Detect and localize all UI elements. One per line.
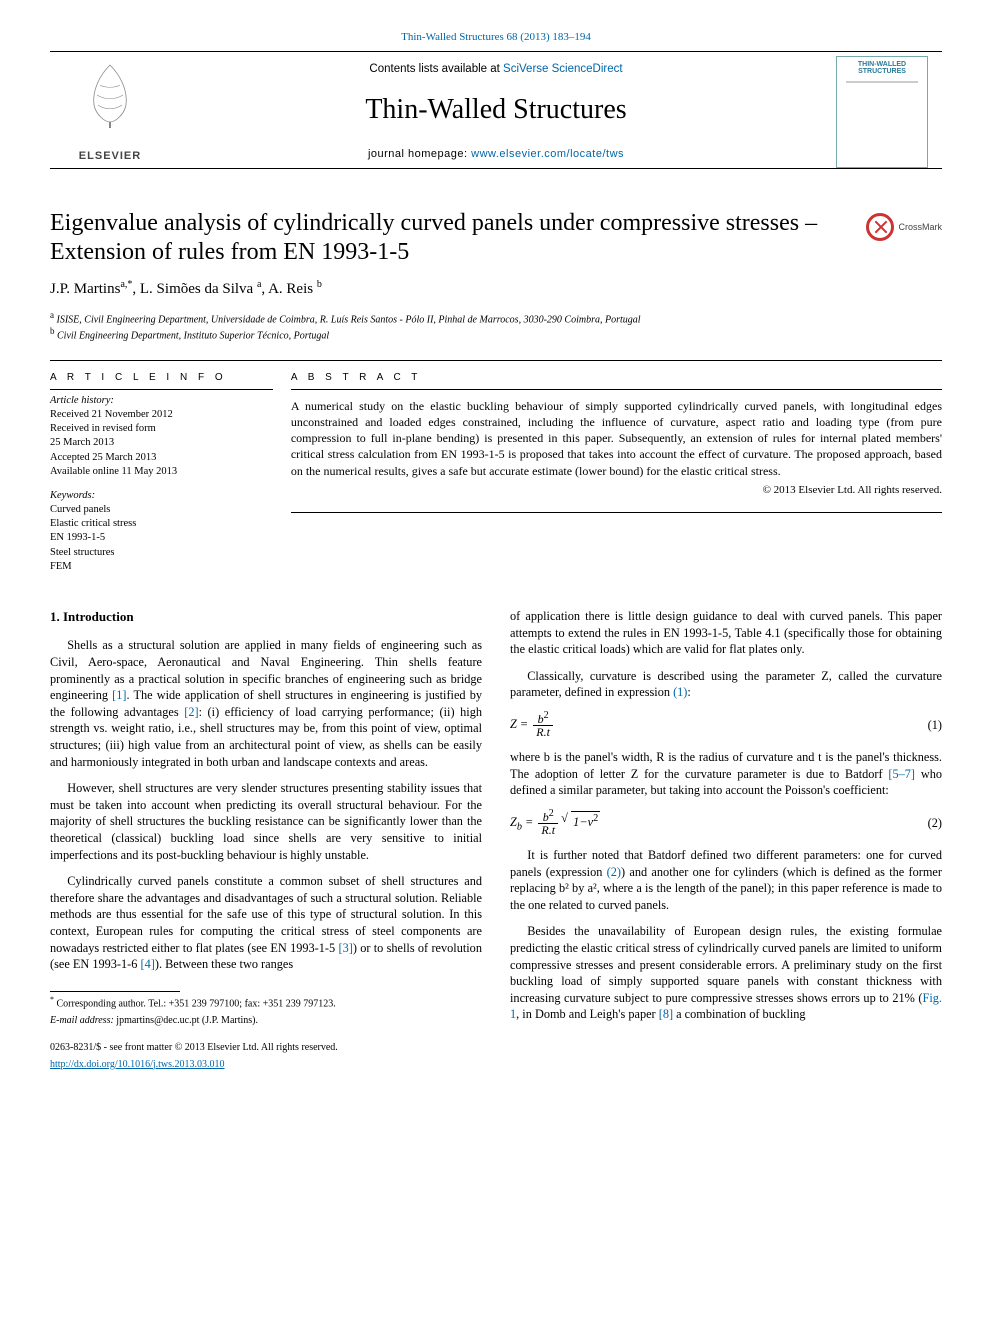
keyword-2: EN 1993-1-5 — [50, 531, 273, 545]
author-3-aff: b — [317, 279, 322, 290]
abstract-head: A B S T R A C T — [291, 371, 942, 385]
history-1: Received in revised form — [50, 422, 273, 436]
crossmark-badge[interactable]: CrossMark — [866, 213, 942, 241]
para-7: It is further noted that Batdorf defined… — [510, 847, 942, 913]
para-2: However, shell structures are very slend… — [50, 780, 482, 863]
abstract-text: A numerical study on the elastic bucklin… — [291, 398, 942, 479]
abstract: A B S T R A C T A numerical study on the… — [291, 361, 942, 574]
para-5: Classically, curvature is described usin… — [510, 668, 942, 701]
cover-body — [846, 81, 918, 167]
history-0: Received 21 November 2012 — [50, 408, 273, 422]
para-3: Cylindrically curved panels constitute a… — [50, 873, 482, 973]
cover-title-2: STRUCTURES — [858, 68, 906, 75]
masthead: ELSEVIER Contents lists available at Sci… — [50, 51, 942, 169]
article-info-head: A R T I C L E I N F O — [50, 371, 273, 385]
keyword-0: Curved panels — [50, 503, 273, 517]
issue-citation-link[interactable]: Thin-Walled Structures 68 (2013) 183–194 — [401, 31, 591, 43]
history-label: Article history: — [50, 394, 273, 408]
homepage-link[interactable]: www.elsevier.com/locate/tws — [471, 148, 624, 160]
crossmark-icon — [866, 213, 894, 241]
affiliations: a ISISE, Civil Engineering Department, U… — [50, 310, 942, 343]
email-value: jpmartins@dec.uc.pt (J.P. Martins). — [114, 1015, 258, 1026]
abstract-copyright: © 2013 Elsevier Ltd. All rights reserved… — [291, 483, 942, 498]
corresponding-footnote: * Corresponding author. Tel.: +351 239 7… — [50, 995, 482, 1011]
journal-cover-thumb: THIN-WALLED STRUCTURES — [836, 56, 928, 168]
ref-1[interactable]: [1] — [112, 688, 126, 702]
para-6: where b is the panel's width, R is the r… — [510, 749, 942, 799]
paper-title: Eigenvalue analysis of cylindrically cur… — [50, 209, 852, 267]
author-3: , A. Reis — [261, 281, 313, 297]
para-4: of application there is little design gu… — [510, 608, 942, 658]
issue-citation: Thin-Walled Structures 68 (2013) 183–194 — [50, 30, 942, 45]
author-2: , L. Simões da Silva — [132, 281, 253, 297]
fn-corr-text: Corresponding author. Tel.: +351 239 797… — [54, 998, 336, 1009]
cover-thumb-block: THIN-WALLED STRUCTURES — [822, 56, 942, 168]
eq1-number: (1) — [928, 717, 942, 734]
aff-a-text: ISISE, Civil Engineering Department, Uni… — [54, 314, 641, 325]
keyword-3: Steel structures — [50, 546, 273, 560]
authors-line: J.P. Martinsa,*, L. Simões da Silva a, A… — [50, 278, 942, 299]
homepage-prefix: journal homepage: — [368, 148, 471, 160]
cover-title-1: THIN-WALLED — [858, 61, 906, 68]
article-info: A R T I C L E I N F O Article history: R… — [50, 361, 291, 574]
contents-line: Contents lists available at SciVerse Sci… — [170, 62, 822, 78]
affiliation-a: a ISISE, Civil Engineering Department, U… — [50, 310, 942, 326]
info-abstract-row: A R T I C L E I N F O Article history: R… — [50, 360, 942, 574]
eq2-number: (2) — [928, 815, 942, 832]
equation-1: Z = b2R.t (1) — [510, 711, 942, 739]
journal-title: Thin-Walled Structures — [170, 91, 822, 129]
keyword-4: FEM — [50, 560, 273, 574]
issn-line: 0263-8231/$ - see front matter © 2013 El… — [50, 1041, 482, 1055]
publisher-name: ELSEVIER — [79, 149, 141, 164]
equation-2: Zb = b2R.t 1−ν2 (2) — [510, 809, 942, 837]
author-1: J.P. Martins — [50, 281, 120, 297]
email-label: E-mail address: — [50, 1015, 114, 1026]
publisher-block: ELSEVIER — [50, 56, 170, 168]
article-header: Eigenvalue analysis of cylindrically cur… — [50, 209, 942, 343]
doi-line: http://dx.doi.org/10.1016/j.tws.2013.03.… — [50, 1058, 482, 1072]
ref-2[interactable]: [2] — [184, 705, 198, 719]
ref-4[interactable]: [4] — [141, 957, 155, 971]
ref-8[interactable]: [8] — [659, 1007, 673, 1021]
para-1: Shells as a structural solution are appl… — [50, 637, 482, 770]
homepage-line: journal homepage: www.elsevier.com/locat… — [170, 147, 822, 162]
doi-link[interactable]: http://dx.doi.org/10.1016/j.tws.2013.03.… — [50, 1059, 225, 1070]
history-2: 25 March 2013 — [50, 436, 273, 450]
article-body: 1. Introduction Shells as a structural s… — [50, 608, 942, 1071]
masthead-center: Contents lists available at SciVerse Sci… — [170, 56, 822, 168]
crossmark-label: CrossMark — [898, 221, 942, 233]
ref-5-7[interactable]: [5–7] — [888, 767, 915, 781]
history-4: Available online 11 May 2013 — [50, 465, 273, 479]
history-3: Accepted 25 March 2013 — [50, 451, 273, 465]
ref-eq1[interactable]: (1) — [673, 685, 687, 699]
sciencedirect-link[interactable]: SciVerse ScienceDirect — [503, 63, 623, 75]
ref-eq2[interactable]: (2) — [607, 865, 621, 879]
ref-3[interactable]: [3] — [338, 941, 352, 955]
para-8: Besides the unavailability of European d… — [510, 923, 942, 1023]
affiliation-b: b Civil Engineering Department, Institut… — [50, 326, 942, 342]
keywords-label: Keywords: — [50, 489, 273, 503]
email-footnote: E-mail address: jpmartins@dec.uc.pt (J.P… — [50, 1014, 482, 1028]
aff-b-text: Civil Engineering Department, Instituto … — [55, 330, 330, 341]
keyword-1: Elastic critical stress — [50, 517, 273, 531]
elsevier-tree-icon — [80, 60, 140, 130]
section-1-title: 1. Introduction — [50, 608, 482, 626]
contents-prefix: Contents lists available at — [369, 63, 503, 75]
